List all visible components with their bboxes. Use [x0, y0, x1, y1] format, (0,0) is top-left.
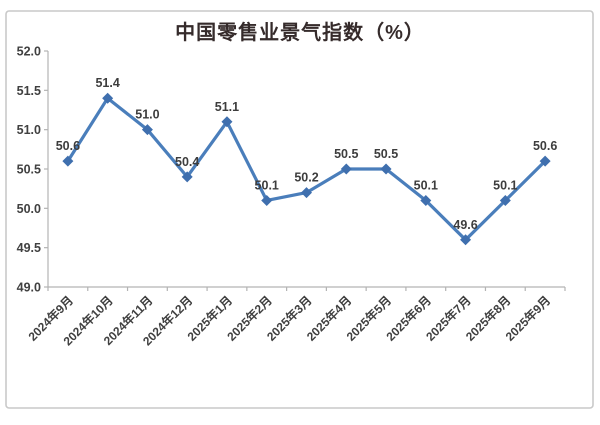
data-point-label: 51.1	[215, 100, 239, 114]
data-point-marker	[539, 155, 551, 167]
data-point-marker	[62, 155, 74, 167]
y-axis-label: 50.0	[17, 202, 41, 216]
data-point-marker	[460, 234, 472, 246]
y-axis-label: 52.0	[17, 45, 41, 59]
data-point-label: 50.6	[56, 139, 80, 153]
data-point-label: 50.2	[294, 171, 318, 185]
data-point-marker	[499, 194, 511, 206]
data-point-label: 50.6	[533, 139, 557, 153]
data-point-label: 50.5	[334, 147, 358, 161]
data-point-marker	[221, 116, 233, 128]
data-point-marker	[420, 194, 432, 206]
y-axis-label: 51.5	[17, 84, 41, 98]
data-point-marker	[141, 124, 153, 136]
data-point-label: 51.4	[95, 76, 119, 90]
data-point-marker	[261, 194, 273, 206]
data-point-marker	[340, 163, 352, 175]
data-point-label: 50.4	[175, 155, 199, 169]
chart-title: 中国零售业景气指数（%）	[175, 20, 425, 44]
data-point-label: 50.1	[414, 178, 438, 192]
y-axis-label: 49.5	[17, 241, 41, 255]
data-point-label: 49.6	[453, 218, 477, 232]
data-label-layer: 50.6 51.4 51.0 50.4 51.1 50.1 50.2 50.5 50.5 50.1…	[56, 76, 558, 232]
series-layer	[62, 92, 551, 246]
data-point-label: 50.1	[255, 178, 279, 192]
data-point-marker	[380, 163, 392, 175]
y-axis-label: 50.5	[17, 163, 41, 177]
y-axis-label: 49.0	[17, 281, 41, 295]
data-point-label: 51.0	[135, 108, 159, 122]
data-point-label: 50.1	[493, 178, 517, 192]
chart-border-frame	[5, 10, 594, 409]
data-point-marker	[181, 171, 193, 183]
data-point-label: 50.5	[374, 147, 398, 161]
y-axis-label: 51.0	[17, 123, 41, 137]
data-point-marker	[102, 92, 114, 104]
data-point-marker	[301, 187, 312, 199]
